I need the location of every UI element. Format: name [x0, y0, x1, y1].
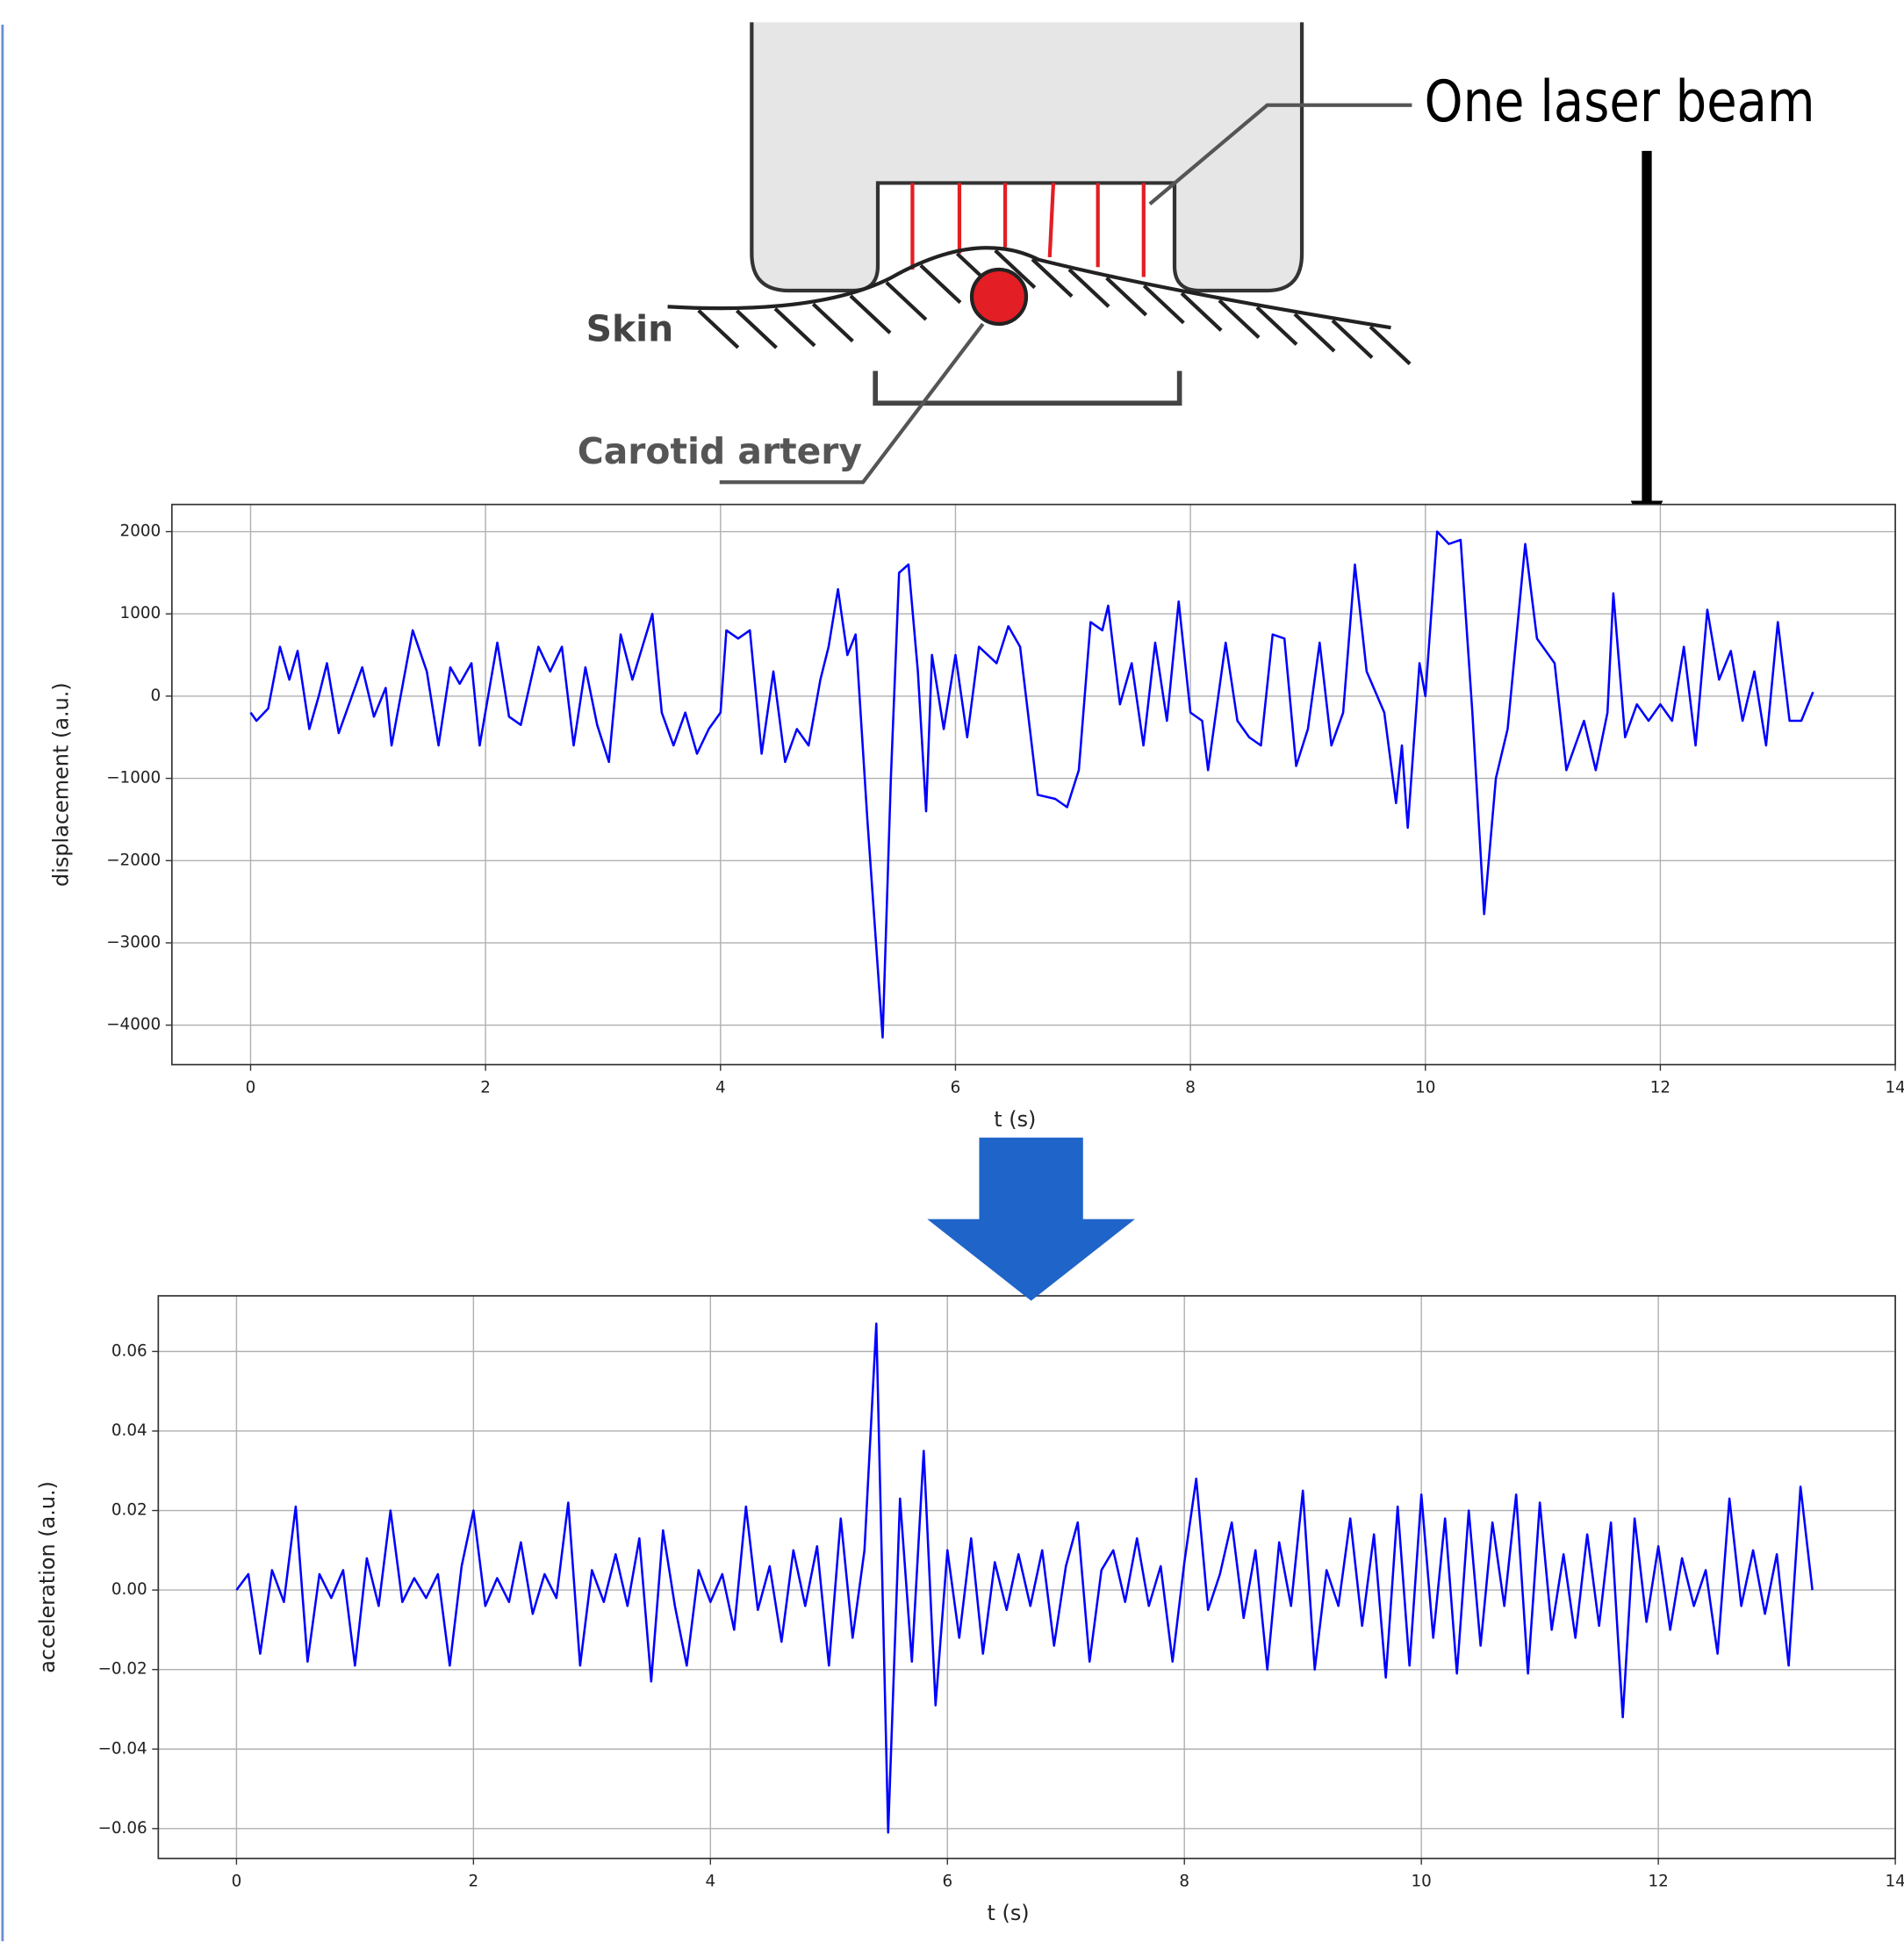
plot-area	[158, 1295, 1896, 1859]
y-axis-label: displacement (a.u.)	[49, 682, 74, 887]
y-tick-label: −4000	[106, 1016, 161, 1034]
hatch-line	[735, 309, 778, 349]
x-tick-label: 2	[469, 1873, 479, 1891]
laser-label: One laser beam	[1425, 69, 1815, 135]
y-tick-label: −3000	[106, 933, 161, 952]
y-tick-label: −0.02	[98, 1660, 147, 1679]
laser-line	[1047, 183, 1056, 258]
hatch-line	[1142, 284, 1185, 325]
artery-label: Carotid artery	[578, 430, 862, 472]
x-tick-label: 10	[1415, 1078, 1435, 1097]
skin-curve	[667, 246, 1391, 330]
hatch-line	[1218, 298, 1261, 340]
x-tick-label: 4	[715, 1078, 726, 1097]
chart: 0 2 4 6 8 10 12 14 2000 1000 0 −1000 −2000 −3000 −4000…	[49, 503, 1904, 1132]
y-tick-label: −0.06	[98, 1819, 147, 1838]
y-tick-label: −0.04	[98, 1739, 147, 1758]
plot-area	[171, 504, 1896, 1065]
hatch-line	[1105, 276, 1148, 317]
x-tick-label: 0	[232, 1873, 242, 1891]
x-tick-label: 14	[1885, 1873, 1904, 1891]
y-tick-label: 0.00	[111, 1580, 147, 1599]
laser-lines	[910, 183, 1146, 277]
x-axis-label: t (s)	[988, 1901, 1030, 1925]
hatch-line	[773, 307, 816, 348]
data-line	[249, 530, 1814, 1039]
charts: 0 2 4 6 8 10 12 14 2000 1000 0 −1000 −2000 −3000 −4000…	[35, 503, 1904, 1925]
hatch-line	[1369, 325, 1412, 366]
x-tick-label: 14	[1885, 1078, 1904, 1097]
x-tick-label: 12	[1648, 1873, 1668, 1891]
x-tick-label: 10	[1412, 1873, 1432, 1891]
x-axis-label: t (s)	[994, 1107, 1036, 1132]
hatch-line	[811, 302, 854, 343]
hatch-line	[1067, 268, 1110, 308]
x-tick-label: 4	[705, 1873, 715, 1891]
y-tick-label: 0.06	[111, 1341, 147, 1360]
hatch-line	[1293, 313, 1336, 353]
skin-label: Skin	[586, 308, 674, 350]
skin-hatching	[697, 248, 1412, 366]
hatch-line	[1255, 306, 1298, 346]
bracket	[873, 370, 1182, 406]
plot-frame	[170, 503, 1896, 1066]
hatch-line	[1180, 291, 1223, 332]
x-tick-label: 6	[951, 1078, 961, 1097]
y-tick-label: 1000	[120, 604, 162, 622]
chart: 0 2 4 6 8 10 12 14 0.06 0.04 0.02 0.00 −0.02 −0.04 −0.…	[35, 1295, 1904, 1925]
hatch-line	[919, 263, 962, 305]
hatch-line	[697, 309, 740, 349]
hatch-line	[1331, 319, 1374, 359]
hatch-line	[994, 248, 1037, 290]
artery-pointer	[719, 322, 985, 485]
x-tick-label: 0	[246, 1078, 256, 1097]
y-tick-label: −1000	[106, 769, 161, 788]
y-tick-label: 2000	[120, 522, 162, 541]
x-tick-label: 12	[1650, 1078, 1670, 1097]
sensor-device	[750, 22, 1304, 293]
y-tick-label: 0	[150, 687, 161, 705]
y-tick-label: 0.04	[111, 1421, 147, 1440]
y-tick-label: −2000	[106, 851, 161, 869]
artery-circle	[969, 267, 1029, 327]
x-tick-label: 8	[1179, 1873, 1189, 1891]
laser-pointer	[1148, 103, 1412, 205]
hatch-line	[885, 281, 928, 321]
hatch-line	[849, 294, 892, 334]
x-tick-label: 8	[1185, 1078, 1196, 1097]
y-axis-label: acceleration (a.u.)	[35, 1481, 60, 1673]
hatch-line	[1031, 257, 1074, 298]
y-tick-label: 0.02	[111, 1501, 147, 1520]
x-tick-label: 2	[480, 1078, 491, 1097]
x-tick-label: 6	[942, 1873, 952, 1891]
data-line	[235, 1322, 1814, 1834]
transform-arrow	[927, 1137, 1135, 1301]
